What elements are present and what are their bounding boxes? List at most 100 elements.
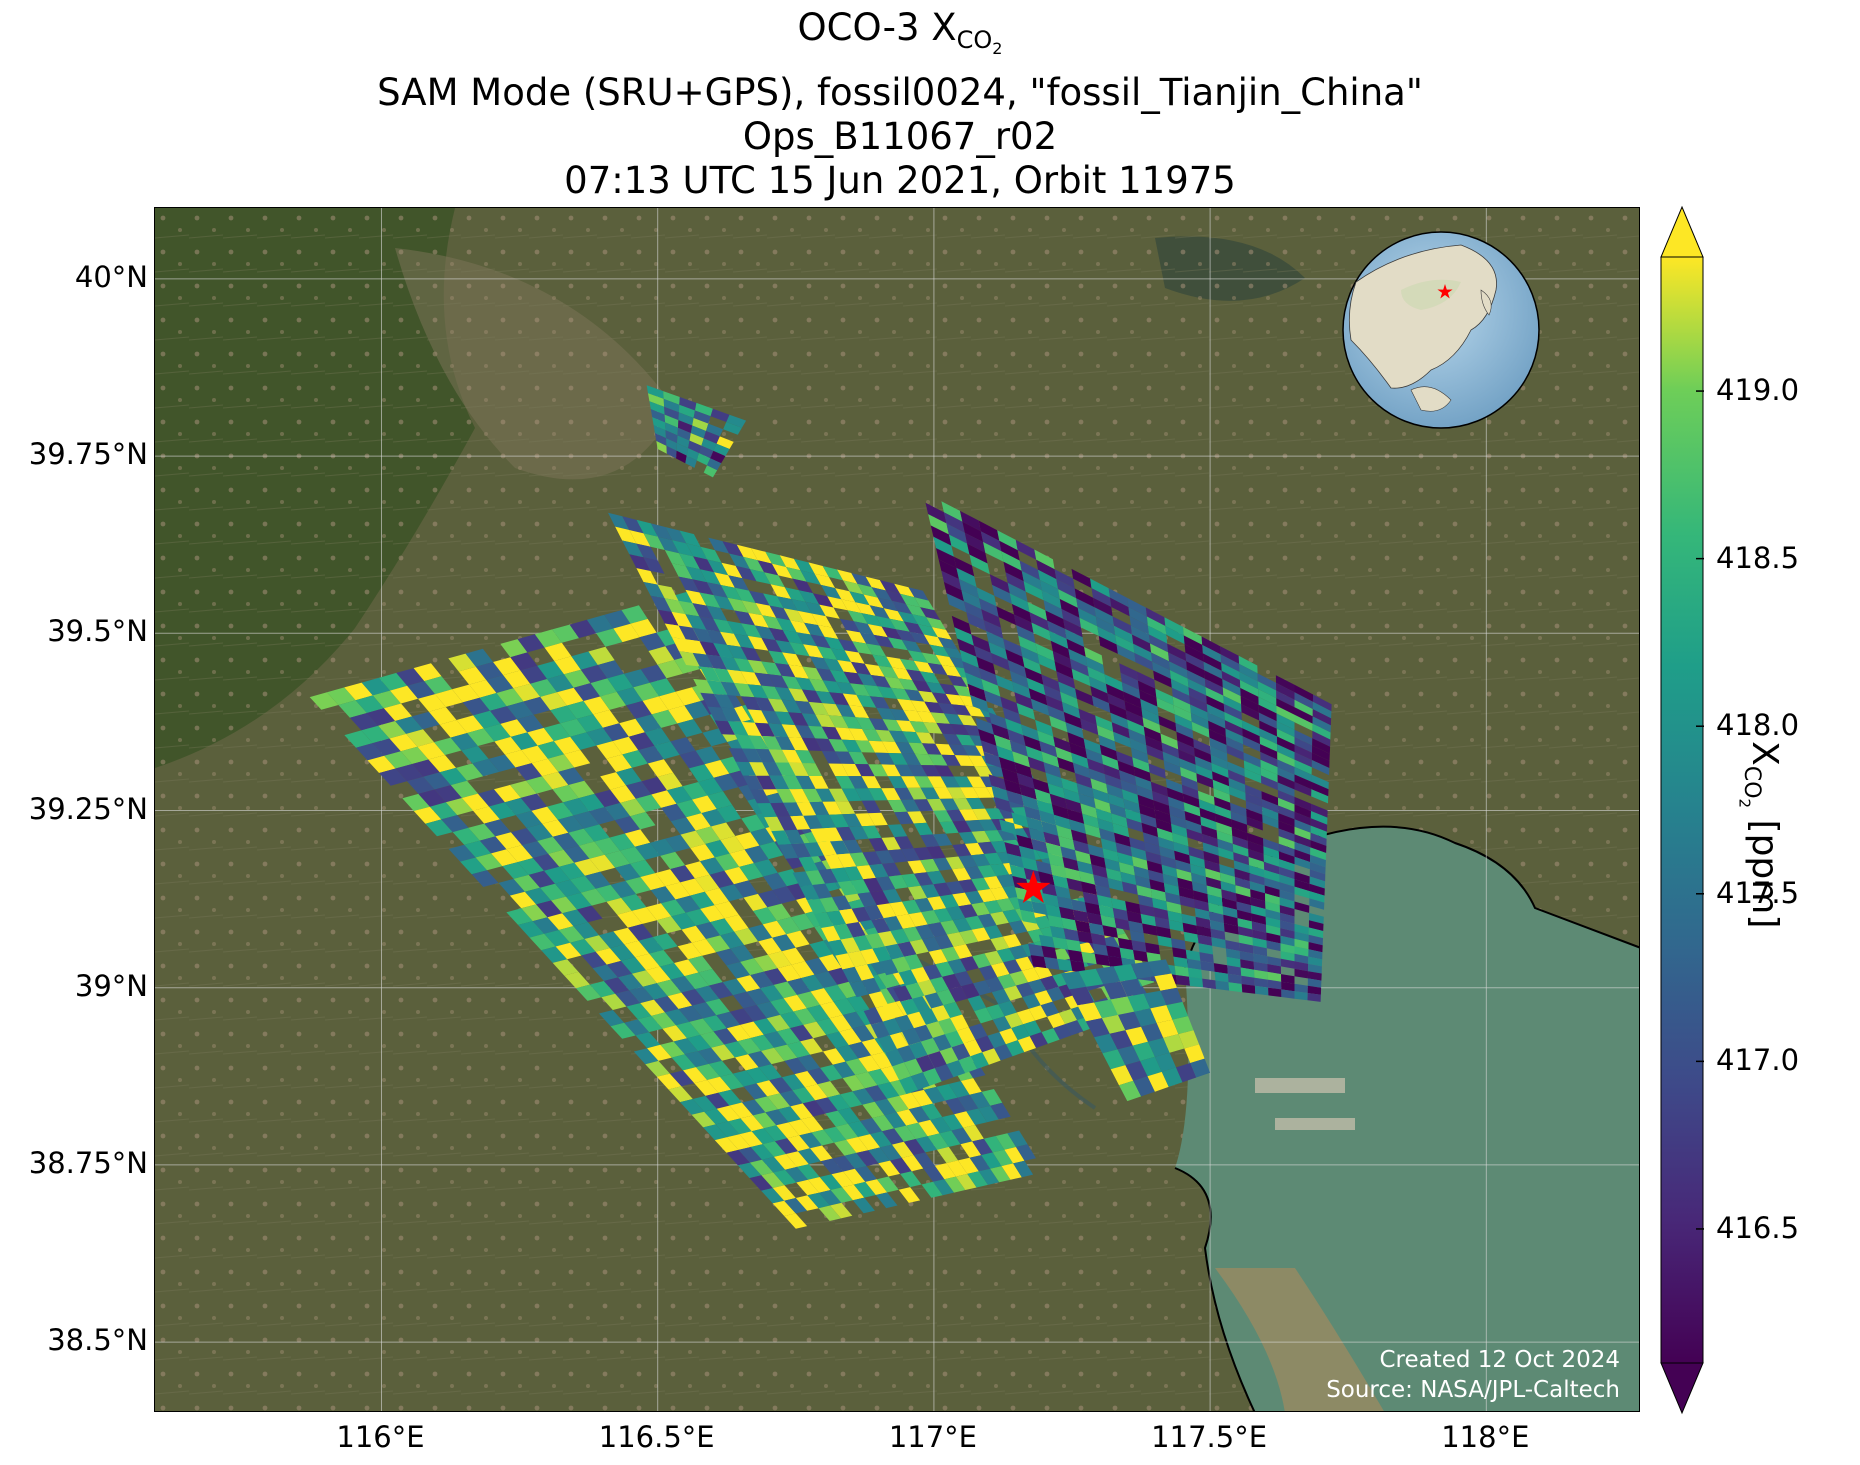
xco2-sounding-cell xyxy=(615,526,637,544)
xco2-sounding-cell xyxy=(1266,940,1281,952)
xco2-sounding-cell xyxy=(524,887,552,905)
xco2-sounding-cell xyxy=(1141,822,1158,837)
xco2-sounding-cell xyxy=(1277,790,1295,805)
xco2-sounding-cell xyxy=(1110,597,1130,617)
xco2-sounding-cell xyxy=(734,610,755,626)
xco2-sounding-cell xyxy=(785,1166,808,1183)
xco2-sounding-cell xyxy=(1280,920,1295,932)
xco2-sounding-cell xyxy=(596,628,623,647)
xco2-sounding-cell xyxy=(552,832,579,850)
xco2-sounding-cell xyxy=(1181,784,1199,800)
xco2-sounding-cell xyxy=(486,675,514,693)
xco2-sounding-cell xyxy=(749,1159,774,1176)
xco2-sounding-cell xyxy=(1002,934,1022,948)
xco2-sounding-cell xyxy=(1059,599,1080,618)
xco2-sounding-cell xyxy=(1050,926,1066,940)
xco2-sounding-cell xyxy=(900,799,921,812)
xco2-sounding-cell xyxy=(1013,1160,1034,1178)
xco2-sounding-cell xyxy=(945,856,965,870)
xco2-sounding-cell xyxy=(1178,749,1196,765)
xco2-sounding-cell xyxy=(601,993,627,1010)
xco2-sounding-cell xyxy=(951,1127,973,1145)
xco2-sounding-cell xyxy=(809,678,830,693)
xco2-sounding-cell xyxy=(1150,1005,1173,1024)
xco2-sounding-cell xyxy=(921,765,941,777)
xco2-sounding-cell xyxy=(1253,961,1268,972)
xco2-sounding-cell xyxy=(734,633,755,649)
xco2-sounding-cell xyxy=(852,641,873,655)
xco2-sounding-cell xyxy=(1203,661,1223,680)
xco2-sounding-cell xyxy=(934,934,954,950)
xco2-sounding-cell xyxy=(1054,569,1075,589)
xco2-sounding-cell xyxy=(1132,1041,1155,1061)
xco2-sounding-cell xyxy=(1209,737,1227,754)
xco2-sounding-cell xyxy=(1170,678,1190,696)
xco2-sounding-cell xyxy=(624,669,650,688)
xco2-sounding-cell xyxy=(700,905,725,923)
xco2-sounding-cell xyxy=(1220,646,1240,664)
xco2-sounding-cell xyxy=(793,1008,817,1025)
xco2-sounding-cell xyxy=(718,1089,742,1106)
xco2-sounding-cell xyxy=(745,1067,770,1084)
xco2-sounding-cell xyxy=(754,672,775,687)
xco2-sounding-cell xyxy=(795,775,816,789)
xco2-sounding-cell xyxy=(1113,625,1134,644)
xco2-sounding-cell xyxy=(846,1137,869,1153)
xco2-sounding-cell xyxy=(526,776,553,794)
xco2-sounding-cell xyxy=(873,634,894,648)
xco2-sounding-cell xyxy=(808,776,829,789)
xco2-sounding-cell xyxy=(1308,934,1323,946)
xco2-sounding-cell xyxy=(1240,959,1255,970)
map-panel[interactable] xyxy=(154,207,1640,1412)
xco2-sounding-cell xyxy=(676,450,687,464)
xco2-sounding-cell xyxy=(1105,868,1122,882)
xco2-sounding-cell xyxy=(853,621,874,635)
xco2-sounding-cell xyxy=(1059,906,1075,921)
xco2-sounding-cell xyxy=(695,985,720,1003)
xco2-sounding-cell xyxy=(1102,848,1119,863)
xco2-sounding-cell xyxy=(914,753,935,766)
xco2-sounding-cell xyxy=(1002,909,1022,923)
xco2-sounding-cell xyxy=(1160,855,1177,869)
xco2-sounding-cell xyxy=(1245,784,1262,800)
xco2-sounding-cell xyxy=(1223,923,1239,935)
xco2-sounding-cell xyxy=(1070,899,1087,913)
xco2-sounding-cell xyxy=(602,723,629,742)
xco2-sounding-cell xyxy=(1280,958,1295,969)
xco2-sounding-cell xyxy=(784,1198,808,1214)
xco2-sounding-cell xyxy=(1186,958,1202,970)
xco2-sounding-cell xyxy=(1107,693,1126,711)
xco2-sounding-cell xyxy=(560,718,587,737)
xco2-sounding-cell xyxy=(983,900,1003,914)
xco2-sounding-cell xyxy=(1087,758,1105,775)
xco2-sounding-cell xyxy=(1043,762,1062,778)
xco2-sounding-cell xyxy=(664,598,686,615)
xco2-sounding-cell xyxy=(1047,783,1066,799)
xco2-sounding-cell xyxy=(992,1149,1014,1167)
xco2-sounding-cell xyxy=(452,684,480,703)
xco2-sounding-cell xyxy=(913,799,934,812)
xco2-sounding-cell xyxy=(675,895,701,913)
xco2-sounding-cell xyxy=(839,1028,862,1046)
xco2-sounding-cell xyxy=(992,1016,1012,1032)
xco2-sounding-cell xyxy=(1264,877,1280,890)
xco2-sounding-cell xyxy=(708,537,730,554)
xco2-sounding-cell xyxy=(747,684,768,699)
xco2-sounding-cell xyxy=(521,904,548,922)
xco2-sounding-cell xyxy=(1160,733,1179,750)
xco2-sounding-cell xyxy=(698,777,723,796)
xco2-sounding-cell xyxy=(1071,568,1092,589)
xco2-sounding-cell xyxy=(695,922,721,939)
xco2-sounding-cell xyxy=(931,692,952,705)
xco2-sounding-cell xyxy=(733,991,757,1009)
xco2-sounding-cell xyxy=(1260,744,1278,760)
xco2-sounding-cell xyxy=(779,1090,803,1107)
xco2-sounding-cell xyxy=(1112,823,1130,838)
xco2-sounding-cell xyxy=(941,664,962,677)
xco2-sounding-cell xyxy=(907,764,928,777)
xco2-sounding-cell xyxy=(1125,901,1141,914)
xco2-sounding-cell xyxy=(665,882,691,900)
xco2-sounding-cell xyxy=(461,793,489,811)
xco2-sounding-cell xyxy=(891,600,912,615)
xco2-sounding-cell xyxy=(839,618,860,633)
